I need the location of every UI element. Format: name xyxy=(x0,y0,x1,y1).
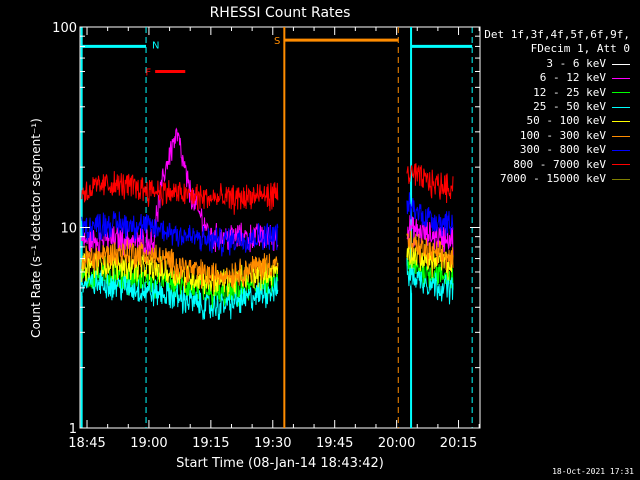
legend-entry: 25 - 50 keV xyxy=(480,100,630,114)
y-tick-label: 100 xyxy=(52,21,77,36)
series-line-6-12keV xyxy=(406,215,454,256)
legend-label: 7000 - 15000 keV xyxy=(500,172,606,186)
series-line-25-50keV xyxy=(406,257,454,305)
legend-entry: 300 - 800 keV xyxy=(480,143,630,157)
x-tick-label: 20:00 xyxy=(378,436,415,451)
legend-label: 3 - 6 keV xyxy=(546,56,606,70)
footer-timestamp: 18-Oct-2021 17:31 xyxy=(552,467,634,476)
legend-entries: 3 - 6 keV 6 - 12 keV 12 - 25 keV 25 - 50 ke… xyxy=(480,57,630,187)
legend-label: 300 - 800 keV xyxy=(519,143,606,157)
axes: 1 10 100 18:45 19:00 19:15 19:30 19:45 20:00 20:1… xyxy=(52,21,480,451)
legend-header-2: FDecim 1, Att 0 xyxy=(530,42,630,56)
legend-entry: 100 - 300 keV xyxy=(480,129,630,143)
legend-swatch xyxy=(612,164,630,166)
legend-entry: 50 - 100 keV xyxy=(480,114,630,128)
legend-swatch xyxy=(612,77,630,79)
legend-label: 800 - 7000 keV xyxy=(513,157,606,171)
legend-label: 50 - 100 keV xyxy=(526,114,606,128)
legend-entry: 800 - 7000 keV xyxy=(480,158,630,172)
legend-swatch xyxy=(612,63,630,65)
flare-label: F xyxy=(145,67,151,78)
legend-swatch xyxy=(612,149,630,151)
series-line-800-7000keV xyxy=(81,171,279,215)
x-tick-label: 19:15 xyxy=(192,436,229,451)
legend-swatch xyxy=(612,135,630,137)
legend-label: 12 - 25 keV xyxy=(533,85,606,99)
legend-label: 6 - 12 keV xyxy=(539,71,606,85)
legend-swatch xyxy=(612,92,630,94)
x-axis-label: Start Time (08-Jan-14 18:43:42) xyxy=(176,456,384,471)
x-tick-label: 19:00 xyxy=(130,436,167,451)
series-line-25-50keV xyxy=(81,270,279,320)
series-line-800-7000keV xyxy=(406,163,454,204)
legend-entry: 7000 - 15000 keV xyxy=(480,172,630,186)
x-tick-label: 18:45 xyxy=(68,436,105,451)
series-line-300-800keV xyxy=(406,192,454,237)
chart-title: RHESSI Count Rates xyxy=(210,5,351,21)
legend-swatch xyxy=(612,106,630,108)
series-line-300-800keV xyxy=(81,211,279,257)
legend-label: 100 - 300 keV xyxy=(519,128,606,142)
legend-entry: 6 - 12 keV xyxy=(480,71,630,85)
series-line-100-300keV xyxy=(406,231,454,271)
legend: Det 1f,3f,4f,5f,6f,9f, FDecim 1, Att 0 3… xyxy=(480,28,630,186)
series-line-100-300keV xyxy=(81,239,279,291)
legend-swatch xyxy=(612,121,630,123)
x-tick-label: 20:15 xyxy=(440,436,477,451)
x-tick-label: 19:30 xyxy=(254,436,291,451)
saa-label: S xyxy=(274,36,280,47)
y-tick-label: 10 xyxy=(60,222,77,237)
legend-label: 25 - 50 keV xyxy=(533,100,606,114)
legend-entry: 3 - 6 keV xyxy=(480,57,630,71)
series-line-6-12keV xyxy=(81,127,279,259)
x-tick-label: 19:45 xyxy=(316,436,353,451)
legend-entry: 12 - 25 keV xyxy=(480,86,630,100)
y-axis-label: Count Rate (s⁻¹ detector segment⁻¹) xyxy=(29,118,43,338)
y-tick-label: 1 xyxy=(69,422,77,437)
legend-header-1: Det 1f,3f,4f,5f,6f,9f, xyxy=(484,28,630,41)
legend-swatch xyxy=(612,178,630,180)
night-label: N xyxy=(152,40,159,51)
series-group xyxy=(81,127,454,320)
